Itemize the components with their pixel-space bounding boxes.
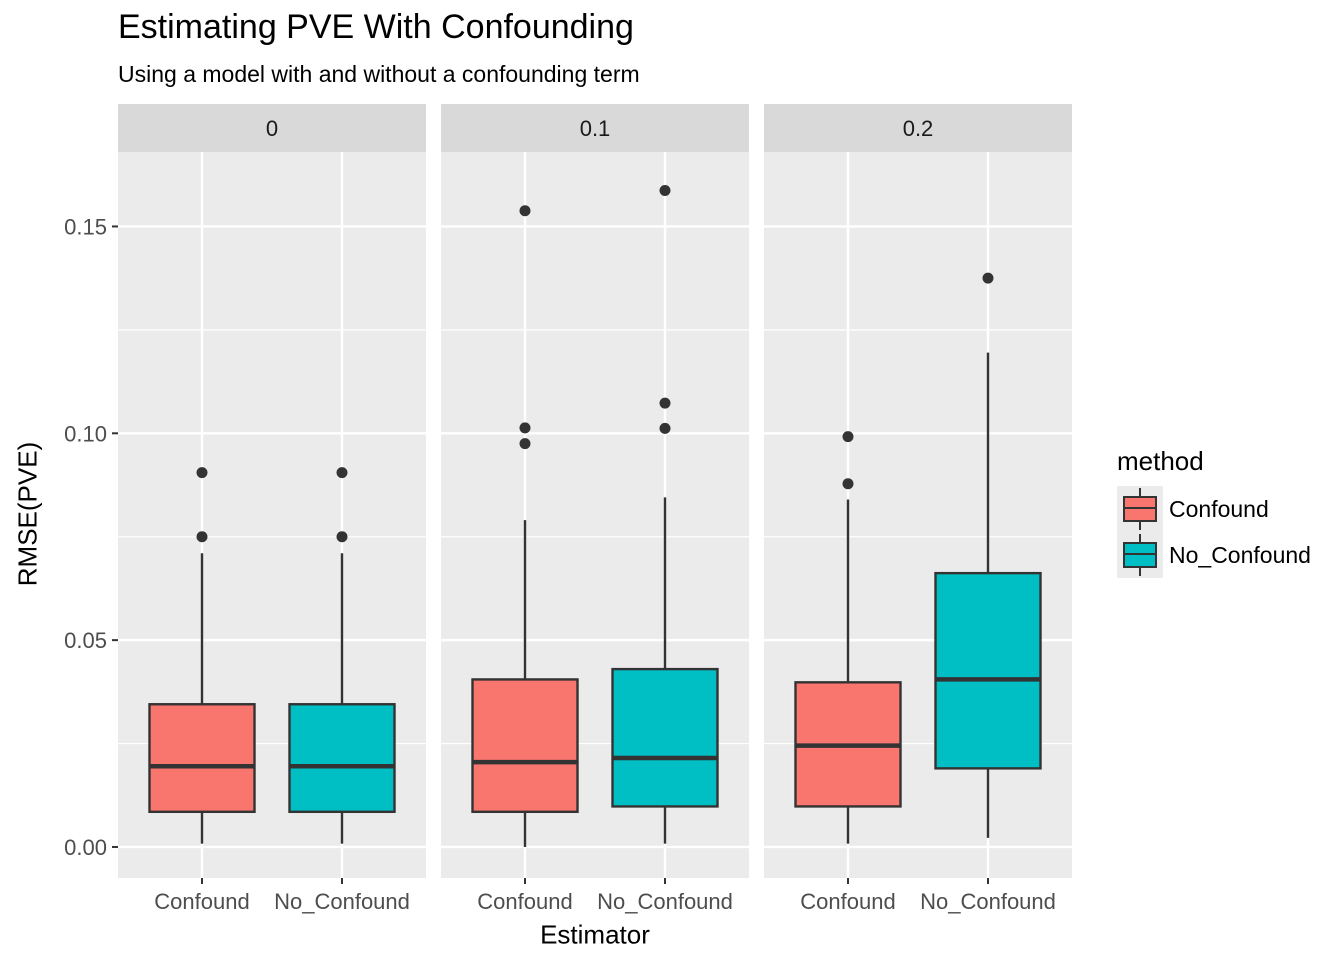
outlier-point <box>519 205 531 217</box>
outlier-point <box>519 422 531 434</box>
x-tick-label: Confound <box>800 889 895 914</box>
outlier-point <box>196 531 208 543</box>
x-tick-label: Confound <box>477 889 572 914</box>
facet-strip <box>764 104 1072 152</box>
facet-strip-label: 0.1 <box>580 116 611 141</box>
outlier-point <box>982 272 994 284</box>
legend-item-no-confound: No_Confound <box>1117 532 1311 578</box>
x-axis-title: Estimator <box>540 919 650 950</box>
outlier-point <box>336 531 348 543</box>
chart-subtitle: Using a model with and without a confoun… <box>118 61 640 87</box>
box-no-confound <box>611 184 719 844</box>
box-confound <box>148 467 256 844</box>
facet-strip-label: 0.2 <box>903 116 934 141</box>
outlier-point <box>659 422 671 434</box>
outlier-point <box>842 431 854 443</box>
legend-title: method <box>1117 446 1204 476</box>
legend-label-no-confound: No_Confound <box>1169 542 1311 568</box>
box-iqr <box>611 667 719 808</box>
outlier-point <box>336 467 348 479</box>
outlier-point <box>659 397 671 409</box>
facet-strip <box>118 104 426 152</box>
box-confound <box>471 205 579 847</box>
legend: method Confound No_Confound <box>1117 446 1311 578</box>
box-confound <box>794 431 902 844</box>
box-no-confound <box>288 467 396 844</box>
facet-panel-0: 0 Confound No_Confound <box>118 104 426 914</box>
outlier-point <box>659 184 671 196</box>
box-iqr <box>288 703 396 814</box>
y-tick-label: 0.05 <box>64 628 107 653</box>
box-iqr <box>471 678 579 814</box>
box-no-confound <box>934 272 1042 838</box>
facet-panel-2: 0.2 Confound No_Confound <box>764 104 1072 914</box>
y-tick-label: 0.00 <box>64 835 107 860</box>
y-axis-title: RMSE(PVE) <box>12 441 43 587</box>
x-tick-label: No_Confound <box>597 889 733 914</box>
legend-key-confound <box>1117 486 1163 532</box>
x-tick-label: No_Confound <box>920 889 1056 914</box>
facet-strip <box>441 104 749 152</box>
facet-panel-1: 0.1 Confound No_Confound <box>441 104 749 914</box>
facet-strip-label: 0 <box>266 116 278 141</box>
legend-item-confound: Confound <box>1117 486 1269 532</box>
y-tick-label: 0.15 <box>64 214 107 239</box>
x-tick-label: No_Confound <box>274 889 410 914</box>
chart-title: Estimating PVE With Confounding <box>118 8 634 46</box>
box-iqr <box>148 703 256 814</box>
legend-label-confound: Confound <box>1169 496 1269 522</box>
outlier-point <box>842 478 854 490</box>
x-tick-label: Confound <box>154 889 249 914</box>
outlier-point <box>519 438 531 450</box>
outlier-point <box>196 467 208 479</box>
box-iqr <box>934 571 1042 770</box>
legend-key-no-confound <box>1117 532 1163 578</box>
y-tick-label: 0.10 <box>64 421 107 446</box>
